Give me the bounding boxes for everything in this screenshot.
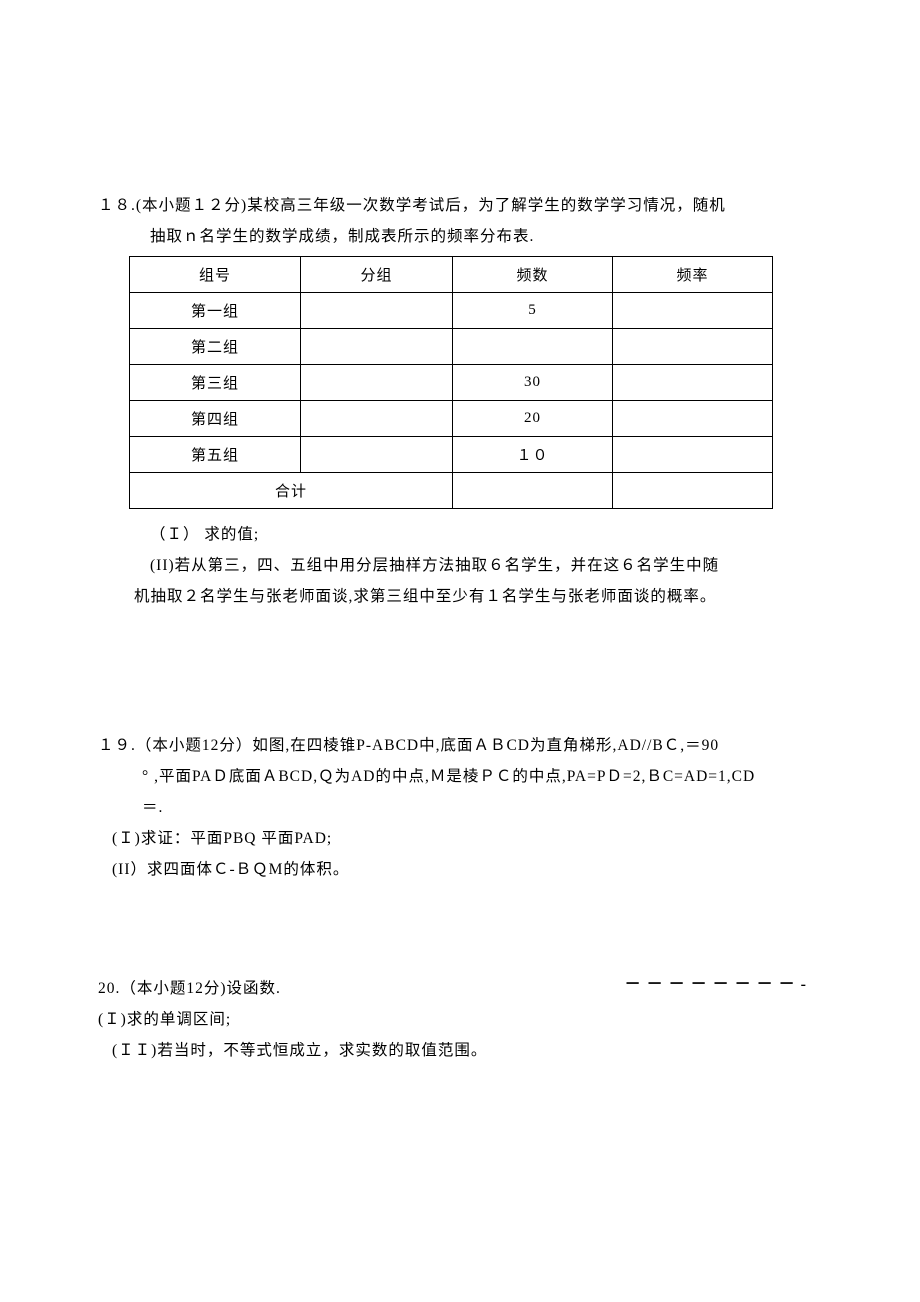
problem-18-part1: （Ｉ） 求的值; bbox=[98, 519, 822, 550]
problem-19: １９.（本小题12分）如图,在四棱锥P-ABCD中,底面ＡＢCD为直角梯形,AD… bbox=[98, 730, 822, 885]
problem-18: １８.(本小题１２分)某校高三年级一次数学考试后，为了解学生的数学学习情况，随机… bbox=[98, 190, 822, 612]
col-header-group: 组号 bbox=[130, 257, 301, 293]
frequency-table: 组号 分组 频数 频率 第一组 5 第二组 bbox=[129, 256, 773, 509]
problem-19-line3: ＝. bbox=[98, 792, 822, 823]
problem-19-part1: (Ｉ)求证：平面PBQ 平面PAD; bbox=[98, 823, 822, 854]
table-footer-row: 合计 bbox=[130, 473, 773, 509]
cell-rate bbox=[612, 365, 772, 401]
problem-18-part2-line2: 机抽取２名学生与张老师面谈,求第三组中至少有１名学生与张老师面谈的概率。 bbox=[98, 581, 822, 612]
problem-20-part2: (ＩＩ)若当时，不等式恒成立，求实数的取值范围。 bbox=[98, 1035, 822, 1066]
cell-total-rate bbox=[612, 473, 772, 509]
col-header-freq: 频数 bbox=[453, 257, 613, 293]
cell-freq: 5 bbox=[453, 293, 613, 329]
table-row: 第二组 bbox=[130, 329, 773, 365]
cell-freq bbox=[453, 329, 613, 365]
cell-total-freq bbox=[453, 473, 613, 509]
cell-range bbox=[301, 437, 453, 473]
cell-rate bbox=[612, 293, 772, 329]
problem-18-stem-line2: 抽取ｎ名学生的数学成绩，制成表所示的频率分布表. bbox=[98, 221, 822, 252]
problem-19-part2: (II）求四面体Ｃ-ＢＱM的体积。 bbox=[98, 854, 822, 885]
cell-rate bbox=[612, 437, 772, 473]
table-row: 第一组 5 bbox=[130, 293, 773, 329]
dash-decor: －－－－－－－－- bbox=[625, 970, 812, 994]
problem-19-line1: １９.（本小题12分）如图,在四棱锥P-ABCD中,底面ＡＢCD为直角梯形,AD… bbox=[98, 730, 822, 761]
cell-freq: 20 bbox=[453, 401, 613, 437]
col-header-range: 分组 bbox=[301, 257, 453, 293]
cell-total-label: 合计 bbox=[130, 473, 453, 509]
cell-group: 第一组 bbox=[130, 293, 301, 329]
problem-18-stem-line1: １８.(本小题１２分)某校高三年级一次数学考试后，为了解学生的数学学习情况，随机 bbox=[98, 190, 822, 221]
cell-group: 第四组 bbox=[130, 401, 301, 437]
cell-range bbox=[301, 329, 453, 365]
cell-rate bbox=[612, 401, 772, 437]
cell-group: 第五组 bbox=[130, 437, 301, 473]
problem-20-part1: (Ｉ)求的单调区间; bbox=[98, 1004, 822, 1035]
table-row: 第五组 １０ bbox=[130, 437, 773, 473]
cell-rate bbox=[612, 329, 772, 365]
cell-group: 第三组 bbox=[130, 365, 301, 401]
cell-freq: １０ bbox=[453, 437, 613, 473]
cell-range bbox=[301, 293, 453, 329]
cell-range bbox=[301, 365, 453, 401]
cell-freq: 30 bbox=[453, 365, 613, 401]
table-header-row: 组号 分组 频数 频率 bbox=[130, 257, 773, 293]
cell-group: 第二组 bbox=[130, 329, 301, 365]
table-row: 第三组 30 bbox=[130, 365, 773, 401]
problem-19-line2: ° ,平面PAＤ底面ＡBCD,Ｑ为AD的中点,Ｍ是棱ＰＣ的中点,PA=PＤ=2,… bbox=[98, 761, 822, 792]
problem-18-part2-line1: (II)若从第三，四、五组中用分层抽样方法抽取６名学生，并在这６名学生中随 bbox=[98, 550, 822, 581]
col-header-rate: 频率 bbox=[612, 257, 772, 293]
table-row: 第四组 20 bbox=[130, 401, 773, 437]
cell-range bbox=[301, 401, 453, 437]
